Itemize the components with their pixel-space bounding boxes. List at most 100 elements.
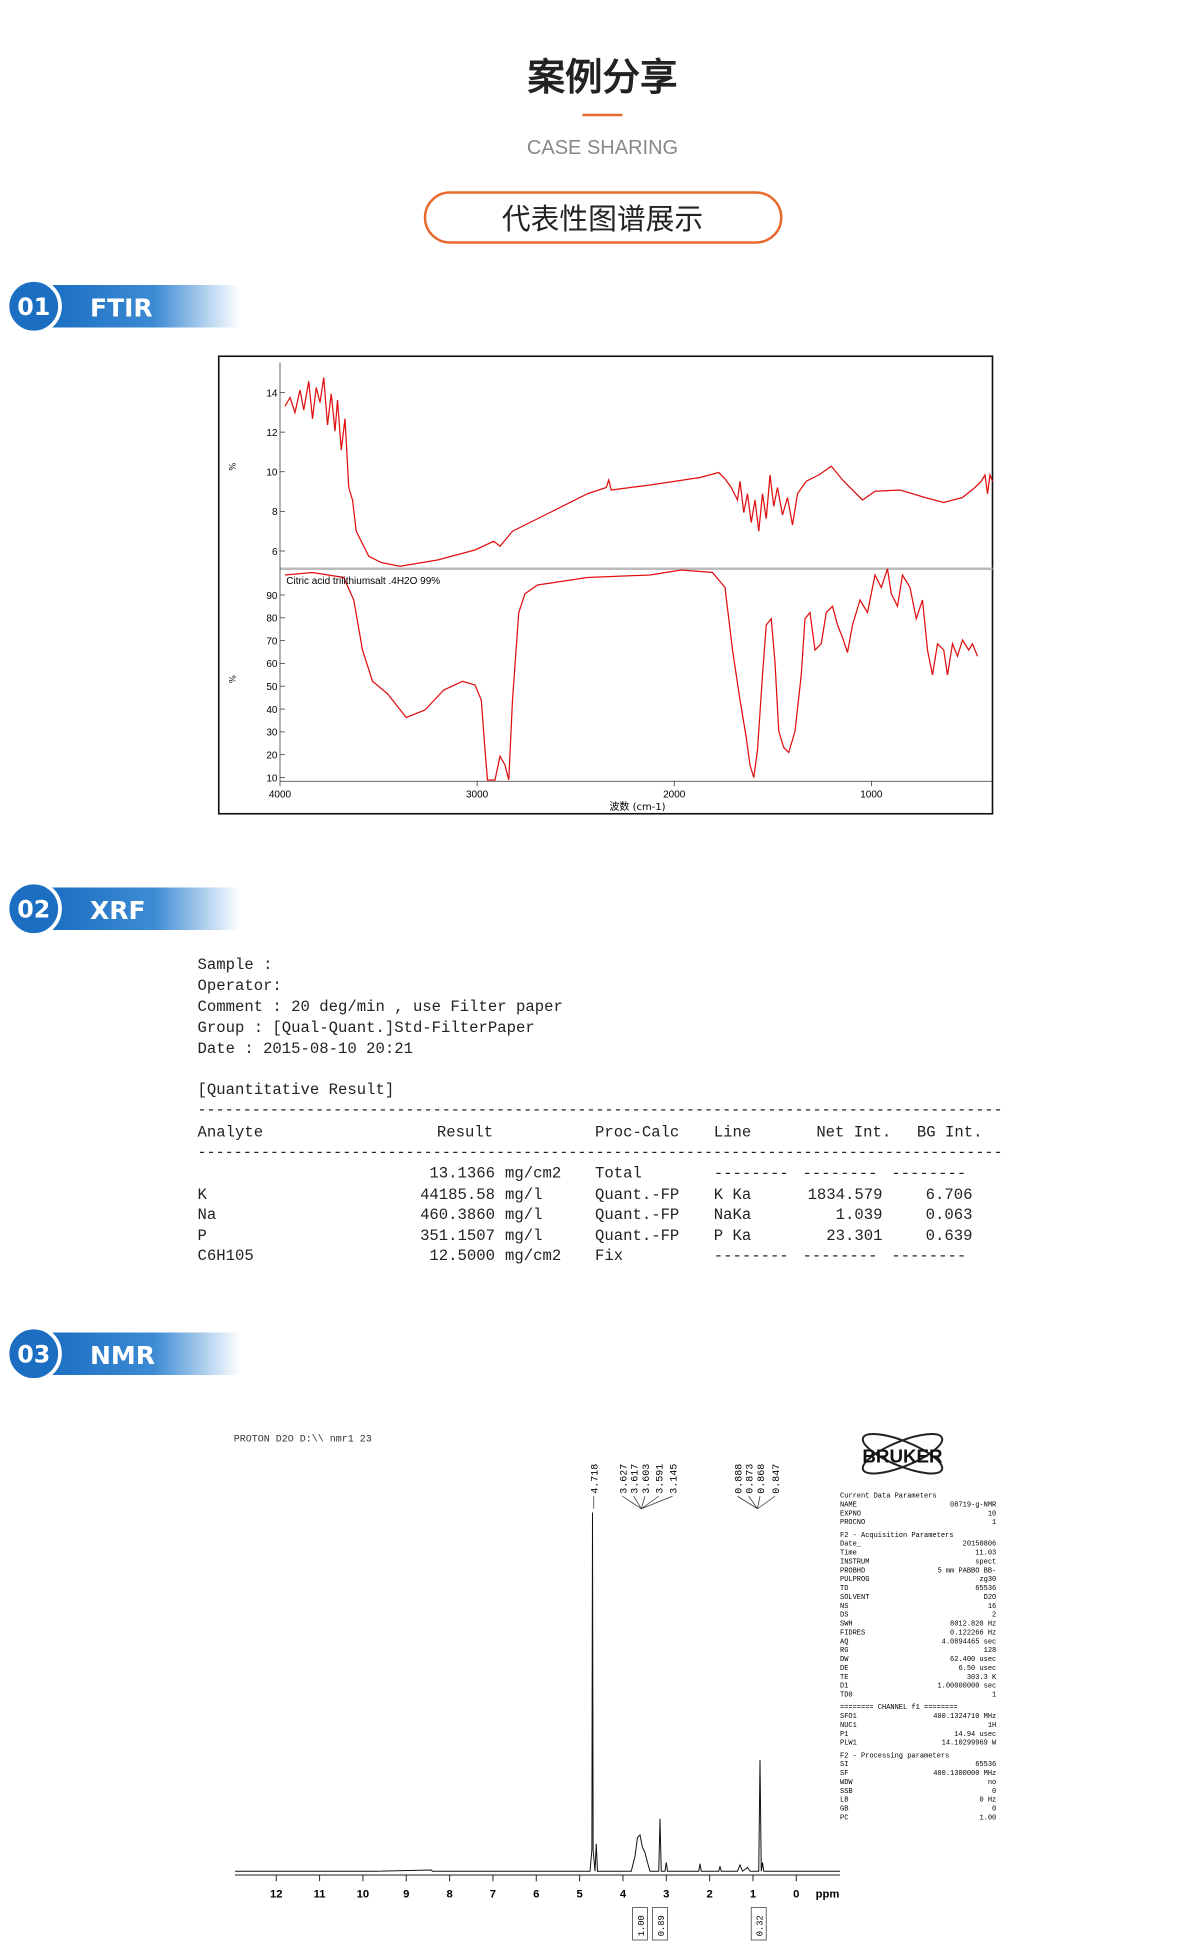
- param-name: NAME: [840, 1501, 857, 1509]
- peak-label: 3.617: [631, 1464, 642, 1494]
- table-cell: --------: [714, 1247, 789, 1265]
- table-cell: mg/l: [505, 1227, 542, 1245]
- table-cell: Fix: [595, 1247, 623, 1265]
- rule-line: ----------------------------------------…: [198, 1101, 1003, 1119]
- column-header: Line: [714, 1123, 751, 1141]
- table-cell: --------: [803, 1247, 878, 1265]
- x-tick-label: 3: [663, 1889, 669, 1901]
- section-badge: [5, 1325, 62, 1382]
- x-tick-label: 12: [270, 1889, 283, 1901]
- peak-label: 0.847: [772, 1464, 783, 1494]
- param-value: spect: [975, 1558, 996, 1566]
- param-name: P1: [840, 1731, 848, 1739]
- table-cell: 0.639: [926, 1227, 973, 1245]
- table-cell: mg/cm2: [505, 1247, 561, 1265]
- column-header: Proc-Calc: [595, 1123, 679, 1141]
- table-cell: 460.3860: [420, 1206, 495, 1224]
- y-tick-label: 6: [272, 547, 278, 558]
- param-name: Date_: [840, 1541, 862, 1549]
- param-value: 2: [992, 1612, 996, 1620]
- y-tick-label: 70: [266, 636, 278, 647]
- column-header: Net Int.: [816, 1123, 891, 1141]
- page-subtitle: CASE SHARING: [527, 137, 678, 159]
- sample-label: Citric acid trilithiumsalt .4H2O 99%: [286, 576, 440, 587]
- section-bar: [50, 887, 240, 930]
- param-heading: ======== CHANNEL f1 ========: [840, 1704, 958, 1712]
- logo-text: BRUKER: [862, 1446, 943, 1467]
- param-value: zg30: [979, 1576, 996, 1584]
- integral-label: 0.32: [756, 1915, 766, 1936]
- table-cell: K Ka: [714, 1186, 751, 1204]
- table-cell: 1834.579: [808, 1186, 883, 1204]
- table-cell: Total: [595, 1165, 642, 1183]
- table-cell: 23.301: [826, 1227, 882, 1245]
- y-tick-label: 80: [266, 614, 278, 625]
- param-name: SSB: [840, 1788, 853, 1796]
- param-value: 4.0894465 sec: [942, 1638, 997, 1646]
- table-cell: P: [198, 1227, 207, 1245]
- info-line: Group : [Qual-Quant.]Std-FilterPaper: [198, 1019, 535, 1037]
- x-tick-label: 9: [403, 1889, 409, 1901]
- param-value: 400.1324710 MHz: [933, 1713, 996, 1721]
- param-value: 1H: [988, 1722, 996, 1730]
- param-value: 1: [992, 1519, 996, 1527]
- table-cell: --------: [714, 1165, 789, 1183]
- param-value: 16: [988, 1603, 996, 1611]
- param-value: 62.400 usec: [950, 1656, 996, 1664]
- section-number: 02: [17, 896, 50, 924]
- section-bar: [50, 285, 240, 328]
- table-cell: 0.063: [926, 1206, 973, 1224]
- x-tick-label: 6: [533, 1889, 539, 1901]
- x-tick-label: 8: [446, 1889, 452, 1901]
- param-name: NS: [840, 1603, 848, 1611]
- section-number: 03: [17, 1341, 50, 1369]
- x-tick-label: 0: [793, 1889, 799, 1901]
- table-cell: Na: [198, 1206, 217, 1224]
- param-name: INSTRUM: [840, 1558, 869, 1566]
- table-cell: mg/l: [505, 1206, 542, 1224]
- param-heading: F2 - Processing parameters: [840, 1752, 949, 1760]
- peak-connector: [622, 1495, 642, 1510]
- param-value: 0 Hz: [979, 1797, 996, 1805]
- param-name: PROBHD: [840, 1567, 865, 1575]
- param-value: 303.3 K: [967, 1674, 997, 1682]
- y-tick-label: 20: [266, 750, 278, 761]
- param-name: WDW: [840, 1779, 853, 1787]
- nmr-spectrum: PROTON D2O D:\\ nmr1 234.718 3.627 3.617 3.…: [234, 1433, 997, 1941]
- table-cell: 1.039: [836, 1206, 883, 1224]
- y-tick-label: 60: [266, 659, 278, 670]
- param-value: 1: [992, 1692, 996, 1700]
- x-axis-label: 波数 (cm-1): [609, 800, 665, 813]
- peak-label: 4.718: [591, 1464, 602, 1494]
- button-label[interactable]: 代表性图谱展示: [502, 202, 703, 236]
- page-title: 案例分享: [528, 55, 678, 99]
- info-line: Operator:: [198, 977, 282, 995]
- param-value: 5 mm PABBO BB-: [937, 1567, 996, 1575]
- param-name: NUC1: [840, 1722, 857, 1730]
- peak-connector: [641, 1495, 659, 1510]
- x-tick-label: 4000: [269, 790, 292, 801]
- param-value: 0: [992, 1806, 996, 1814]
- column-header: Analyte: [198, 1123, 264, 1141]
- spectrum-header: PROTON D2O D:\\ nmr1 23: [234, 1433, 372, 1445]
- peak-connector: [757, 1496, 761, 1509]
- y-unit: %: [226, 463, 236, 471]
- ftir-upper-curve: [284, 377, 994, 567]
- integral-label: 0.89: [657, 1915, 667, 1936]
- param-value: 20150806: [963, 1541, 997, 1549]
- param-name: TD0: [840, 1692, 853, 1700]
- param-value: 08719-g-NMR: [950, 1501, 997, 1509]
- info-line: Date : 2015-08-10 20:21: [198, 1040, 413, 1058]
- param-name: SI: [840, 1761, 848, 1769]
- column-header: BG Int.: [917, 1123, 983, 1141]
- param-value: 128: [984, 1647, 997, 1655]
- category-button[interactable]: [423, 191, 783, 244]
- param-value: no: [988, 1779, 996, 1787]
- table-cell: --------: [891, 1247, 966, 1265]
- param-heading: Current Data Parameters: [840, 1493, 937, 1501]
- param-name: SOLVENT: [840, 1594, 869, 1602]
- y-tick-label: 12: [266, 428, 278, 439]
- peak-connector: [640, 1496, 646, 1509]
